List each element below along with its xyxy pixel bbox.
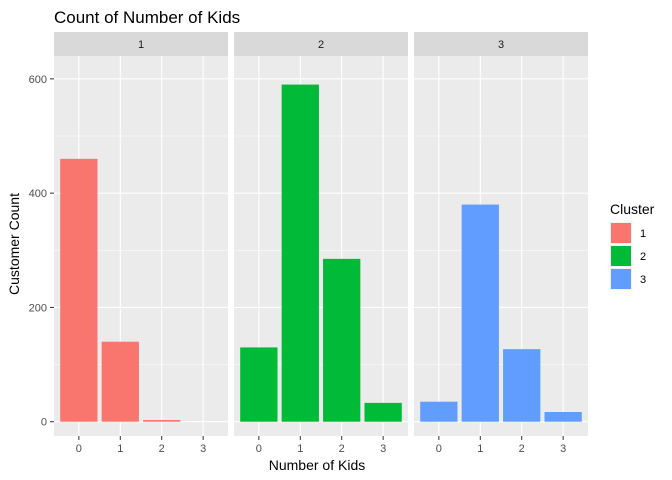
legend-swatch	[611, 269, 631, 289]
x-tick-label: 2	[519, 443, 525, 455]
x-tick-label: 3	[560, 443, 566, 455]
facet-strip-label: 1	[138, 39, 144, 51]
y-tick-label: 200	[29, 302, 47, 314]
bar	[364, 402, 402, 422]
legend-label: 1	[640, 228, 646, 240]
x-axis-title: Number of Kids	[269, 457, 365, 473]
x-tick-label: 3	[380, 443, 386, 455]
facet-strip	[234, 32, 408, 56]
y-tick-label: 400	[29, 188, 47, 200]
bar	[323, 258, 361, 422]
y-tick-label: 0	[41, 417, 47, 429]
bar	[461, 204, 499, 422]
panel-background	[414, 56, 588, 436]
facet-strip-label: 3	[498, 39, 504, 51]
x-tick-label: 3	[200, 443, 206, 455]
chart-title: Count of Number of Kids	[54, 8, 240, 27]
legend: Cluster 1 2 3	[610, 201, 655, 290]
legend-label: 2	[640, 251, 646, 263]
facet-strip-label: 2	[318, 39, 324, 51]
facet-strip	[414, 32, 588, 56]
bar	[544, 412, 582, 422]
x-tick-label: 0	[76, 443, 82, 455]
x-tick-label: 1	[297, 443, 303, 455]
bar	[60, 158, 98, 422]
x-tick-label: 1	[477, 443, 483, 455]
legend-label: 3	[640, 274, 646, 286]
facet-strip	[54, 32, 228, 56]
x-tick-label: 2	[339, 443, 345, 455]
legend-swatch	[611, 246, 631, 266]
bar	[503, 349, 541, 422]
legend-title: Cluster	[610, 201, 655, 217]
x-tick-label: 0	[256, 443, 262, 455]
facet-panel-2: 2 0 1 2 3	[234, 32, 408, 455]
y-tick-label: 600	[29, 74, 47, 86]
facet-panel-1: 1 0 1 2 3	[54, 32, 228, 455]
bar	[420, 401, 458, 422]
y-axis-title: Customer Count	[6, 193, 22, 295]
bar	[240, 347, 278, 422]
legend-swatch	[611, 223, 631, 243]
bar	[281, 84, 319, 422]
bar	[143, 420, 181, 422]
facet-panel-3: 3 0 1 2 3	[414, 32, 588, 455]
x-tick-label: 0	[436, 443, 442, 455]
x-tick-label: 1	[117, 443, 123, 455]
facet-panels: 1 0 1 2 3 2 0 1 2 3 3 0 1 2 3	[54, 32, 588, 455]
x-tick-label: 2	[159, 443, 165, 455]
bar	[101, 341, 139, 422]
